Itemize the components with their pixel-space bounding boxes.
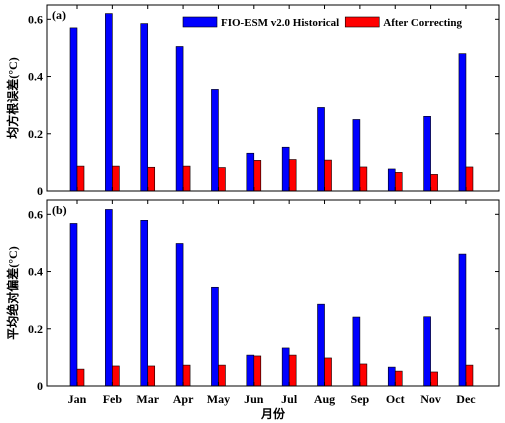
panel-b-panel-label: (b) (52, 203, 67, 217)
panel-a-bar-series-1 (175, 46, 184, 192)
panel-b-xtick-label: Sep (351, 392, 370, 406)
panel-b-ytick-label: 0.6 (28, 207, 43, 221)
legend-item-series-2: After Correcting (344, 16, 462, 29)
panel-b-bar-series-1 (317, 303, 325, 387)
panel-b-bar-series-1 (352, 316, 361, 387)
legend-swatch (344, 16, 380, 28)
panel-a-bar-series-2 (394, 172, 403, 192)
panel-b-bar-series-2 (218, 364, 226, 387)
panel-b-bar-series-2 (359, 363, 368, 387)
panel-b-bar-series-1 (458, 253, 467, 387)
panel-b: 0 0.2 0.4 0.6 Jan Feb Mar Apr May Jun Jul Aug Sep Oct… (5, 199, 500, 421)
panel-b-bar-series-2 (324, 357, 332, 387)
legend-label: After Correcting (383, 17, 462, 29)
panel-b-xtick-label: Oct (386, 392, 405, 406)
panel-a-axes-frame (46, 4, 500, 192)
panel-a-bar-series-1 (105, 13, 113, 192)
panel-b-ytick-label: 0.4 (28, 265, 43, 279)
panel-b-bar-series-2 (430, 371, 438, 387)
panel-a-y-axis-label: 均方根误差(°C) (5, 57, 20, 138)
panel-b-bar-series-2 (465, 364, 474, 387)
panel-b-bar-series-2 (253, 355, 262, 387)
panel-b-x-axis-label: 月份 (260, 406, 286, 421)
panel-a-bar-series-1 (281, 146, 290, 192)
panel-b-bar-series-2 (182, 364, 191, 387)
panel-a-legend: FIO-ESM v2.0 Historical After Correcting (182, 16, 462, 29)
panel-b-bar-series-1 (281, 347, 290, 387)
panel-a-ytick-label: 0.4 (28, 70, 43, 84)
panel-a-bar-series-2 (288, 159, 297, 192)
panel-b-bar-series-1 (387, 366, 396, 387)
panel-b-xtick-label: Jul (281, 392, 298, 406)
panel-b-bar-series-1 (69, 223, 78, 387)
panel-a-bar-series-1 (69, 27, 78, 192)
panel-b-xtick-label: Mar (136, 392, 159, 406)
panel-a-panel-label: (a) (52, 8, 66, 22)
panel-b-xtick-label: Jun (244, 392, 264, 406)
panel-a-ytick-label: 0.6 (28, 12, 43, 26)
panel-b-xtick-label: Dec (456, 392, 476, 406)
panel-a-bar-series-2 (182, 165, 191, 192)
panel-b-ytick-label: 0.2 (28, 322, 43, 336)
panel-b-xtick-label: Apr (173, 392, 194, 406)
panel-b-bar-series-2 (76, 368, 85, 387)
panel-b-bar-series-2 (112, 365, 120, 387)
panel-b-ytick-label: 0 (37, 379, 43, 393)
panel-a-bar-series-1 (140, 23, 149, 192)
panel-b-bar-series-2 (288, 354, 297, 387)
panel-a-ytick-label: 0.2 (28, 127, 43, 141)
panel-a-bar-series-2 (324, 159, 332, 192)
panel-b-bar-series-1 (140, 220, 149, 387)
panel-b-bar-series-1 (423, 316, 431, 387)
panel-b-bar-series-1 (246, 354, 255, 387)
legend-item-series-1: FIO-ESM v2.0 Historical (182, 16, 339, 29)
panel-a-ytick-label: 0 (37, 184, 43, 198)
panel-b-bar-series-1 (105, 209, 113, 387)
panel-b-y-axis-label: 平均绝对偏差(°C) (5, 246, 20, 339)
panel-a-bar-series-2 (76, 165, 85, 192)
panel-a-bar-series-1 (246, 152, 255, 192)
panel-b-xtick-label: Nov (420, 392, 441, 406)
panel-b-xtick-label: Feb (103, 392, 123, 406)
panel-b-bar-series-2 (147, 365, 156, 387)
panel-b-xtick-label: May (207, 392, 230, 406)
panel-b-xtick-label: Aug (314, 392, 335, 406)
panel-a-bar-series-1 (317, 107, 325, 192)
panel-b-bar-series-2 (394, 370, 403, 387)
panel-a-bar-series-2 (359, 166, 368, 192)
panel-a-bar-series-1 (352, 119, 361, 192)
panel-a-bar-series-1 (211, 89, 219, 192)
panel-a-bar-series-1 (387, 168, 396, 192)
panel-a-bar-series-1 (423, 116, 431, 192)
panel-b-xtick-label: Jan (68, 392, 87, 406)
legend-label: FIO-ESM v2.0 Historical (221, 17, 339, 29)
panel-a-bar-series-2 (430, 174, 438, 192)
panel-b-bar-series-1 (211, 286, 219, 387)
panel-a-bar-series-1 (458, 53, 467, 192)
panel-b-axes-frame (46, 199, 500, 387)
panel-a-bar-series-2 (465, 166, 474, 192)
panel-a-bar-series-2 (112, 165, 120, 192)
panel-b-bar-series-1 (175, 243, 184, 387)
panel-a: 0 0.2 0.4 0.6 均方根误差(°C) (a) FIO-ESM v2.0 Histo… (5, 4, 500, 198)
panel-a-bar-series-2 (147, 166, 156, 192)
panel-a-bar-series-2 (218, 167, 226, 192)
panel-a-bar-series-2 (253, 160, 262, 192)
legend-swatch (182, 16, 218, 28)
